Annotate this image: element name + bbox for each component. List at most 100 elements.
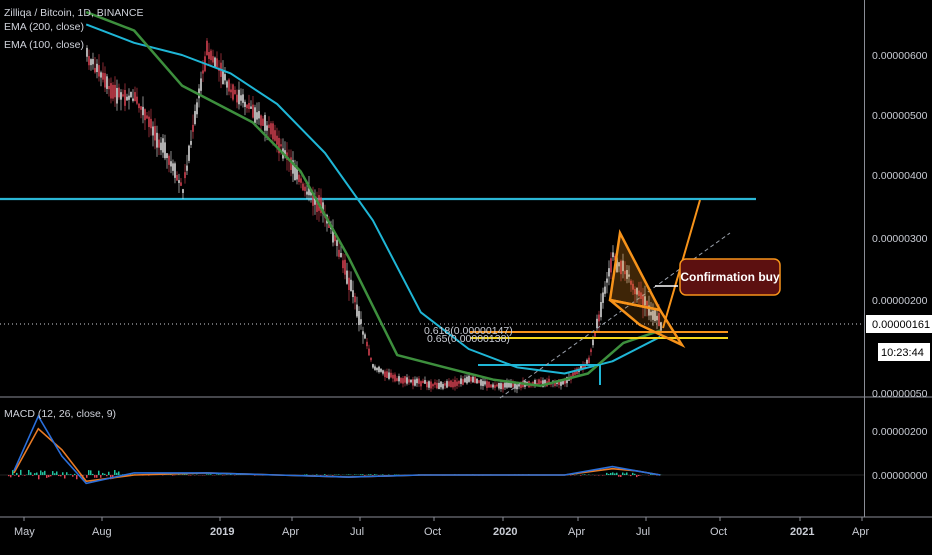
candle-body: [260, 115, 262, 125]
candle-body: [336, 240, 338, 246]
macd-y-tick-label: 0.00000000: [872, 470, 928, 482]
candle-body: [344, 260, 346, 275]
candle-body: [498, 383, 500, 389]
histogram-bar: [96, 475, 98, 478]
histogram-bar: [106, 475, 108, 476]
y-tick-label: 0.00000200: [872, 295, 928, 307]
candle-body: [132, 99, 134, 101]
candle-body: [482, 381, 484, 386]
fib-065-label: 0.65(0.00000138): [427, 333, 510, 345]
candle-body: [248, 103, 250, 109]
histogram-bar: [60, 475, 62, 476]
candle-body: [162, 138, 164, 152]
candle-body: [416, 379, 418, 384]
x-tick-label: Oct: [424, 526, 441, 538]
histogram-bar: [20, 470, 22, 475]
candle-body: [610, 258, 612, 272]
histogram-bar: [606, 473, 608, 475]
histogram-bar: [620, 475, 622, 477]
candle-body: [102, 73, 104, 80]
histogram-bar: [618, 475, 620, 477]
candle-body: [134, 92, 136, 101]
candle-body: [440, 382, 442, 388]
candle-body: [430, 382, 432, 389]
candle-body: [600, 302, 602, 317]
histogram-bar: [24, 475, 26, 476]
candle-body: [476, 379, 478, 384]
candle-body: [140, 106, 142, 110]
macd-legend: MACD (12, 26, close, 9): [4, 407, 116, 421]
candle-body: [392, 375, 394, 379]
candle-body: [124, 90, 126, 106]
histogram-bar: [638, 475, 640, 476]
candle-body: [280, 144, 282, 146]
candle-body: [182, 189, 184, 193]
candle-body: [512, 384, 514, 387]
histogram-bar: [72, 475, 74, 477]
candle-body: [152, 127, 154, 136]
candle-body: [360, 319, 362, 324]
candle-body: [186, 166, 188, 171]
candle-body: [592, 340, 594, 346]
histogram-bar: [184, 474, 186, 475]
candle-body: [276, 136, 278, 145]
histogram-bar: [18, 475, 20, 477]
candle-body: [168, 156, 170, 165]
candle-body: [502, 383, 504, 389]
candle-body: [368, 349, 370, 356]
candle-body: [232, 84, 234, 99]
candle-body: [236, 95, 238, 103]
candle-body: [242, 94, 244, 102]
candle-body: [606, 279, 608, 283]
candle-body: [590, 349, 592, 352]
histogram-bar: [374, 474, 376, 475]
candle-body: [202, 70, 204, 73]
candle-body: [434, 382, 436, 385]
candle-body: [240, 95, 242, 101]
candle-body: [192, 125, 194, 132]
candle-body: [400, 378, 402, 383]
histogram-bar: [172, 475, 174, 476]
histogram-bar: [88, 470, 90, 475]
candle-body: [442, 384, 444, 389]
histogram-bar: [370, 474, 372, 475]
candle-body: [480, 379, 482, 385]
x-tick-label: 2021: [790, 526, 814, 538]
candle-body: [468, 376, 470, 382]
histogram-bar: [42, 472, 44, 475]
candle-body: [408, 379, 410, 382]
candle-body: [596, 319, 598, 328]
histogram-bar: [584, 474, 586, 475]
candle-body: [388, 372, 390, 378]
candle-body: [230, 89, 232, 92]
histogram-bar: [630, 475, 632, 476]
candle-body: [158, 140, 160, 148]
candle-body: [118, 88, 120, 98]
histogram-bar: [610, 473, 612, 475]
candle-body: [438, 383, 440, 389]
histogram-bar: [348, 474, 350, 475]
histogram-bar: [64, 475, 66, 478]
candle-body: [474, 377, 476, 383]
candle-body: [294, 166, 296, 180]
candle-body: [424, 380, 426, 384]
histogram-bar: [368, 474, 370, 475]
candle-body: [274, 130, 276, 141]
candle-body: [352, 290, 354, 297]
candle-body: [340, 253, 342, 257]
candle-body: [150, 119, 152, 128]
candle-body: [262, 119, 264, 126]
candle-body: [462, 379, 464, 385]
candle-body: [256, 112, 258, 119]
y-tick-label: 0.00000400: [872, 170, 928, 182]
candle-body: [142, 107, 144, 115]
candle-body: [540, 381, 542, 384]
y-tick-label: 0.00000500: [872, 110, 928, 122]
candle-body: [188, 146, 190, 161]
candle-body: [488, 382, 490, 388]
histogram-bar: [636, 475, 638, 477]
chart-title: Zilliqa / Bitcoin, 1D, BINANCE: [4, 6, 143, 20]
